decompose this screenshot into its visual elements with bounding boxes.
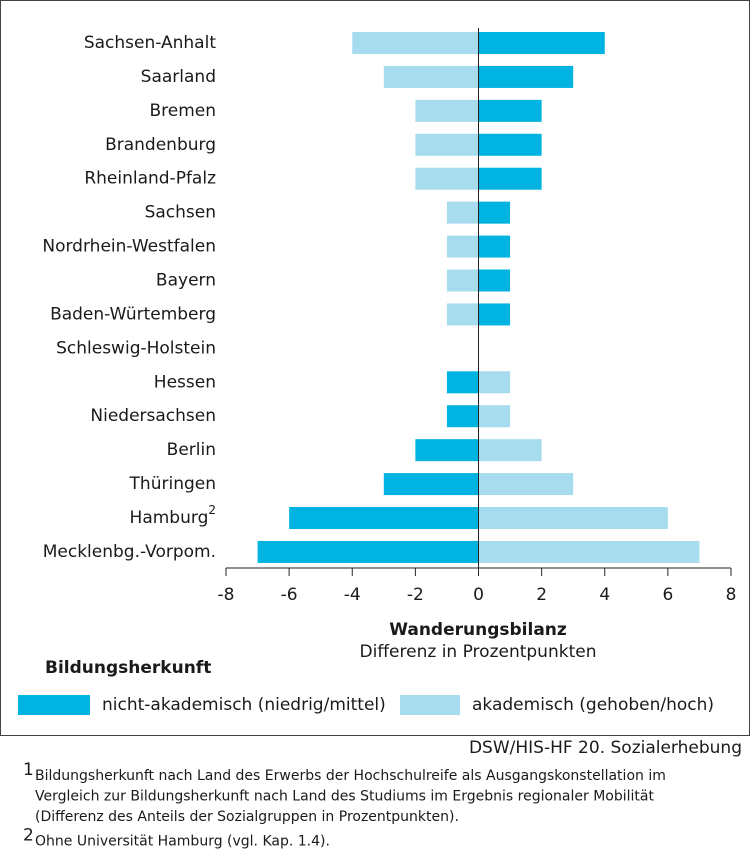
footnote-mark: 1 [23, 760, 34, 780]
y-tick-label: Nordrhein-Westfalen [42, 237, 216, 257]
category-name: Mecklenbg.-Vorpom. [43, 542, 216, 562]
x-tick-label: -6 [281, 585, 298, 605]
category-name: Schleswig-Holstein [56, 338, 216, 358]
bar [352, 32, 479, 54]
footnote-line: Ohne Universität Hamburg (vgl. Kap. 1.4)… [35, 834, 330, 850]
category-name: Baden-Würtemberg [50, 304, 216, 324]
y-tick-label: Bremen [149, 101, 216, 121]
category-name: Thüringen [129, 474, 216, 494]
bar [446, 201, 479, 224]
y-tick-label: Sachsen-Anhalt [84, 33, 216, 53]
footnote-line: Vergleich zur Bildungsherkunft nach Land… [35, 789, 654, 805]
bar [478, 167, 542, 190]
legend-label: nicht-akademisch (niedrig/mittel) [102, 695, 386, 715]
x-tick-label: 4 [599, 585, 610, 605]
footnote-mark: 2 [23, 826, 34, 846]
bar [446, 405, 479, 428]
y-tick-label: Baden-Würtemberg [50, 304, 216, 324]
y-tick-label: Thüringen [129, 474, 216, 494]
bar [478, 439, 542, 462]
legend-swatch [400, 695, 460, 715]
bar [289, 507, 479, 530]
y-tick-label: Brandenburg [105, 135, 216, 155]
category-name: Berlin [167, 440, 216, 460]
x-tick-label: -2 [407, 585, 424, 605]
x-axis-subtitle: Differenz in Prozentpunkten [360, 642, 597, 662]
bar [478, 371, 511, 394]
bar [478, 99, 542, 122]
bar [478, 473, 574, 496]
x-tick-label: 0 [473, 585, 484, 605]
bar [478, 133, 542, 156]
y-tick-label: Hessen [154, 372, 216, 392]
x-axis-title: Wanderungsbilanz [389, 620, 567, 640]
bar [478, 269, 511, 292]
bar [446, 371, 479, 394]
y-tick-label: Niedersachsen [90, 406, 216, 426]
category-name: Niedersachsen [90, 406, 216, 426]
chart-frame [0, 0, 750, 736]
y-tick-label: Mecklenbg.-Vorpom. [43, 542, 216, 562]
y-tick-label: Schleswig-Holstein [56, 338, 216, 358]
x-tick-label: 2 [536, 585, 547, 605]
bar [478, 32, 605, 54]
footnote-mark: 2 [208, 503, 216, 517]
x-tick-label: 6 [662, 585, 673, 605]
bar [257, 540, 479, 563]
y-tick-label: Berlin [167, 440, 216, 460]
footnote-line: (Differenz des Anteils der Sozialgruppen… [35, 809, 459, 825]
y-tick-label: Sachsen [145, 203, 216, 223]
bar [478, 235, 511, 258]
category-name: Sachsen-Anhalt [84, 33, 216, 53]
bar [415, 167, 479, 190]
x-tick-label: -4 [344, 585, 361, 605]
category-name: Sachsen [145, 203, 216, 223]
source: DSW/HIS-HF 20. Sozialerhebung [469, 738, 742, 758]
bar [446, 303, 479, 326]
y-tick-label: Rheinland-Pfalz [84, 169, 216, 189]
footnote-line: Bildungsherkunft nach Land des Erwerbs d… [35, 768, 666, 784]
bar [478, 65, 574, 88]
category-name: Nordrhein-Westfalen [42, 237, 216, 257]
bar [478, 405, 511, 428]
bar [415, 439, 479, 462]
legend-title: Bildungsherkunft [45, 658, 211, 678]
bar [478, 201, 511, 224]
bar [415, 133, 479, 156]
category-name: Brandenburg [105, 135, 216, 155]
y-tick-label: Hamburg2 [130, 503, 216, 529]
bar [478, 507, 668, 530]
y-tick-label: Bayern [156, 271, 216, 291]
bar [446, 269, 479, 292]
x-tick-label: -8 [218, 585, 235, 605]
y-tick-label: Saarland [141, 67, 216, 87]
bar [415, 99, 479, 122]
category-name: Hessen [154, 372, 216, 392]
legend-swatch [18, 695, 90, 715]
category-name: Bremen [149, 101, 216, 121]
x-tick-label: 8 [726, 585, 737, 605]
category-name: Rheinland-Pfalz [84, 169, 216, 189]
bar [383, 65, 479, 88]
bar [478, 303, 511, 326]
category-name: Saarland [141, 67, 216, 87]
bar [478, 540, 700, 563]
legend-label: akademisch (gehoben/hoch) [472, 695, 714, 715]
bar [383, 473, 479, 496]
category-name: Bayern [156, 271, 216, 291]
bar [446, 235, 479, 258]
category-name: Hamburg [130, 508, 209, 528]
